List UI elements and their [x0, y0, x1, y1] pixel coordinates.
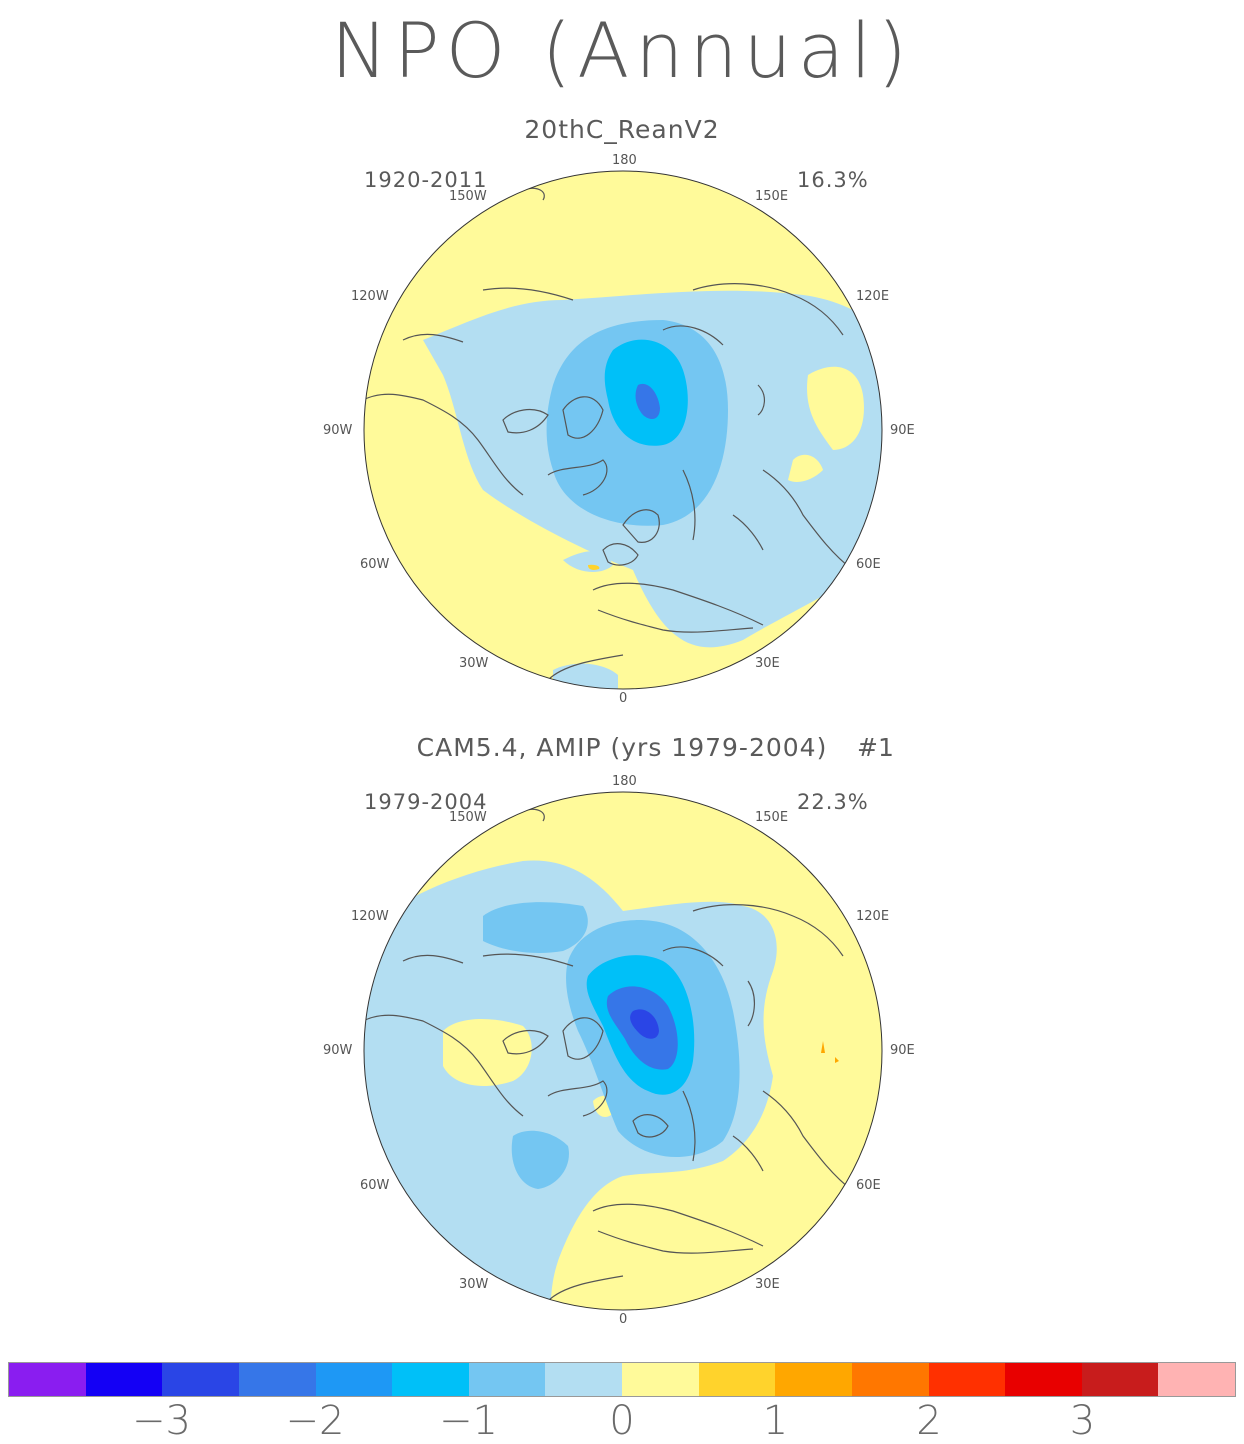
panel-1-lon-30e: 30E: [755, 656, 780, 671]
panel-2-lon-150e: 150E: [755, 810, 789, 825]
colorbar: [8, 1362, 1236, 1397]
panel-1-lon-150w: 150W: [449, 189, 487, 204]
panel-2-lon-0: 0: [619, 1312, 628, 1327]
anomaly-positive-patch-east-small: [788, 454, 823, 482]
panel-2-lon-120e: 120E: [856, 909, 890, 924]
panel-1-lon-180: 180: [612, 153, 637, 168]
panel-1-percent: 16.3%: [797, 168, 869, 192]
panel-2-lon-60w: 60W: [360, 1178, 390, 1193]
colorbar-swatch: [1081, 1363, 1159, 1396]
colorbar-swatch: [928, 1363, 1006, 1396]
panel-1-map-border: [363, 170, 883, 690]
panel-2-lon-90e: 90E: [890, 1043, 915, 1058]
anomaly-minus-2-core: [635, 383, 660, 420]
panel-1-title: 20thC_ReanV2: [524, 115, 720, 144]
panel-2-polar-map: [363, 791, 883, 1311]
colorbar-swatch: [392, 1363, 469, 1396]
anomaly-minus-1-region-north: [483, 902, 588, 953]
anomaly-minus-0.5-region-small: [563, 551, 613, 572]
colorbar-swatch: [85, 1363, 163, 1396]
panel-2-lon-180: 180: [612, 774, 637, 789]
colorbar-swatch: [698, 1363, 776, 1396]
colorbar-label: 1: [762, 1398, 789, 1444]
colorbar-swatch: [851, 1363, 929, 1396]
colorbar-label: −3: [132, 1398, 191, 1444]
colorbar-swatch: [622, 1363, 699, 1396]
anomaly-minus-1-region-atlantic: [511, 1130, 569, 1189]
panel-2-title: CAM5.4, AMIP (yrs 1979-2004): [416, 733, 828, 762]
colorbar-swatch: [238, 1363, 316, 1396]
colorbar-label: −2: [285, 1398, 345, 1444]
colorbar-swatch: [1158, 1363, 1235, 1396]
panel-2-lon-120w: 120W: [351, 909, 389, 924]
anomaly-positive-patch-east: [807, 366, 864, 450]
colorbar-swatch: [545, 1363, 622, 1396]
panel-1-lon-0: 0: [619, 691, 628, 706]
colorbar-swatch: [468, 1363, 546, 1396]
anomaly-positive-patch-west: [443, 1019, 532, 1086]
panel-1-lon-60e: 60E: [856, 557, 881, 572]
panel-2-percent: 22.3%: [797, 790, 869, 814]
panel-2-map-border: [363, 791, 883, 1311]
anomaly-positive-speck-2: [835, 1057, 839, 1063]
panel-2-years: 1979-2004: [364, 790, 488, 814]
panel-1-coastlines: [364, 187, 854, 681]
panel-1-lon-90e: 90E: [890, 423, 915, 438]
colorbar-swatch: [1005, 1363, 1082, 1396]
colorbar-label: 2: [916, 1398, 942, 1444]
colorbar-label: −1: [439, 1398, 498, 1444]
colorbar-swatch: [315, 1363, 393, 1396]
panel-1-polar-map: [363, 170, 883, 690]
panel-2-lon-30e: 30E: [755, 1277, 780, 1292]
anomaly-positive-speck: [821, 1041, 825, 1053]
panel-1-years: 1920-2011: [364, 168, 488, 192]
panel-1-lon-90w: 90W: [323, 423, 353, 438]
panel-1-lon-150e: 150E: [755, 189, 789, 204]
panel-2-lon-30w: 30W: [459, 1277, 489, 1292]
panel-1-lon-60w: 60W: [360, 557, 390, 572]
figure-title: NPO (Annual): [330, 6, 914, 95]
panel-1-lon-120e: 120E: [856, 289, 890, 304]
anomaly-minus-2.5-core: [630, 1009, 659, 1039]
colorbar-swatch: [162, 1363, 239, 1396]
colorbar-label: 0: [609, 1398, 635, 1444]
colorbar-swatch: [775, 1363, 852, 1396]
panel-1-lon-120w: 120W: [351, 289, 389, 304]
panel-2-lon-60e: 60E: [856, 1178, 881, 1193]
panel-2-coastlines: [364, 808, 854, 1302]
panel-2-tag: #1: [857, 733, 894, 762]
panel-2-lon-150w: 150W: [449, 810, 487, 825]
colorbar-label: 3: [1069, 1398, 1096, 1444]
anomaly-positive-speck: [588, 564, 600, 570]
colorbar-swatch: [9, 1363, 86, 1396]
panel-2-lon-90w: 90W: [323, 1043, 353, 1058]
panel-1-lon-30w: 30W: [459, 656, 489, 671]
